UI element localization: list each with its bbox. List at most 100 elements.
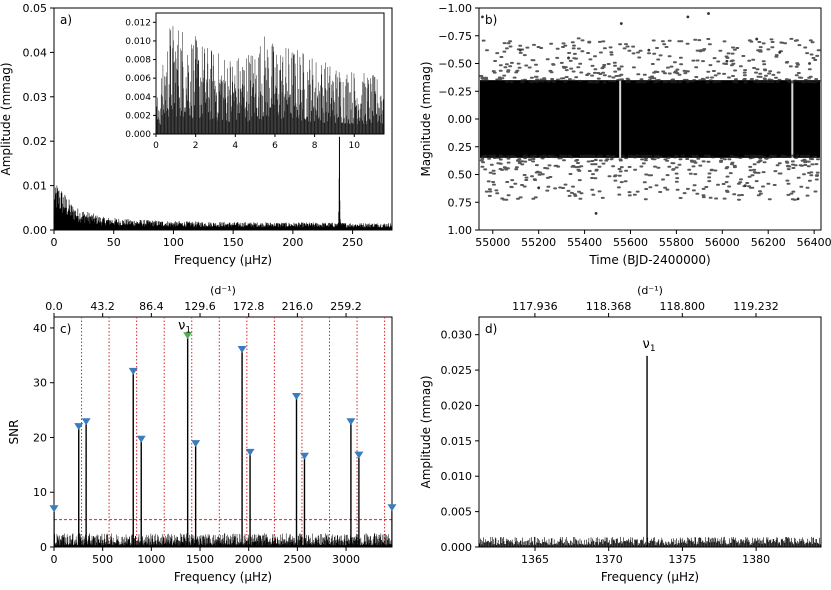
- top-tick-label: 216.0: [282, 300, 314, 313]
- y-tick-label: −0.25: [438, 85, 472, 98]
- x-tick-label: 100: [163, 236, 184, 249]
- panel-label: b): [485, 13, 497, 27]
- x-tick-label: 2000: [235, 553, 263, 566]
- y-tick-label: 0.030: [441, 329, 473, 342]
- y-tick-label: 0.50: [448, 169, 473, 182]
- peak-marker: [245, 448, 255, 456]
- x-axis-label: Time (BJD-2400000): [588, 253, 710, 267]
- lightcurve-outlier: [778, 51, 782, 54]
- panel-c-frame: [53, 316, 393, 548]
- top-tick-label: 0.0: [45, 300, 63, 313]
- x-tick-label: 55400: [567, 236, 602, 249]
- y-tick-label: 0.04: [23, 46, 48, 59]
- panel-label: c): [60, 322, 71, 336]
- lightcurve-outlier: [796, 197, 800, 201]
- nu1-annotation: ν1: [178, 318, 191, 335]
- lightcurve-outlier: [707, 12, 710, 15]
- x-tick-label: 55800: [659, 236, 694, 249]
- lightcurve-scatter: [479, 37, 821, 201]
- inset-x-tick-label: 0: [153, 141, 159, 151]
- y-axis-label: Magnitude (mmag): [419, 61, 433, 176]
- spectrum-line: [53, 171, 393, 230]
- x-tick-label: 1375: [668, 553, 696, 566]
- y-tick-label: 20: [33, 431, 47, 444]
- peak-marker: [291, 393, 301, 401]
- y-tick-label: 40: [33, 322, 47, 335]
- snr-plot: [54, 317, 392, 547]
- peak-marker: [136, 435, 146, 443]
- lightcurve-outlier: [567, 56, 570, 60]
- x-tick-label: 2500: [283, 553, 311, 566]
- lightcurve-outlier: [755, 37, 759, 41]
- top-axis-label: (d⁻¹): [637, 284, 663, 297]
- y-tick-label: −1.00: [438, 2, 472, 15]
- lightcurve-outlier: [808, 62, 811, 65]
- y-tick-label: 0.05: [23, 2, 48, 15]
- y-tick-label: −0.50: [438, 58, 472, 71]
- lightcurve-outlier: [518, 48, 522, 52]
- y-tick-label: 10: [33, 486, 47, 499]
- nu-subscript: 1: [185, 325, 191, 335]
- x-tick-label: 0: [51, 236, 58, 249]
- x-tick-label: 1000: [137, 553, 165, 566]
- data-gap: [791, 80, 794, 158]
- peak-marker: [387, 504, 397, 512]
- top-tick-label: 118.800: [660, 300, 706, 313]
- inset: 0 2 4 6 8 10 0.000 0.002 0.004 0.006 0.008 0.010 0.0…: [125, 12, 385, 151]
- top-tick-label: 172.8: [233, 300, 265, 313]
- x-axis-label: Frequency (µHz): [601, 570, 699, 584]
- top-tick-label: 117.936: [512, 300, 558, 313]
- inset-y-tick-label: 0.010: [125, 37, 151, 47]
- inset-y-tick-label: 0.004: [125, 93, 151, 103]
- inset-x-tick-label: 4: [232, 141, 238, 151]
- lightcurve-outlier: [619, 22, 623, 25]
- peak-marker: [49, 505, 59, 513]
- lightcurve-core-band: [480, 80, 820, 158]
- y-tick-label: 0.020: [441, 399, 473, 412]
- inset-y-tick-label: 0.000: [125, 130, 151, 140]
- peak-marker: [191, 440, 201, 448]
- x-tick-label: 56200: [751, 236, 786, 249]
- x-tick-label: 200: [282, 236, 303, 249]
- inset-spectrum-line: [156, 26, 384, 134]
- lightcurve-outlier: [743, 184, 747, 188]
- inset-x-tick-label: 10: [349, 141, 361, 151]
- x-tick-label: 55200: [521, 236, 556, 249]
- nu1-annotation: ν1: [643, 337, 656, 354]
- y-tick-label: 0.00: [448, 113, 473, 126]
- inset-x-tick-label: 8: [312, 141, 318, 151]
- y-tick-label: 0.015: [441, 435, 473, 448]
- x-tick-label: 55600: [613, 236, 648, 249]
- spectrum-noise: [478, 536, 822, 547]
- y-tick-label: 0.02: [23, 135, 48, 148]
- x-tick-label: 1380: [742, 553, 770, 566]
- nu-subscript: 1: [650, 344, 656, 354]
- x-axis-label: Frequency (µHz): [174, 253, 272, 267]
- top-tick-label: 118.368: [586, 300, 632, 313]
- top-tick-label: 129.6: [184, 300, 216, 313]
- inset-x-tick-label: 6: [272, 141, 278, 151]
- y-tick-label: 0.010: [441, 470, 473, 483]
- y-tick-label: 0.000: [441, 541, 473, 554]
- lightcurve-outlier: [725, 59, 729, 63]
- x-tick-label: 55000: [475, 236, 510, 249]
- peak-marker: [346, 418, 356, 426]
- lightcurve-outlier: [686, 15, 690, 19]
- panel-d: 1365 1370 1375 1380 0.000 0.005 0.010 0.015 0.02…: [419, 284, 822, 584]
- panel-a: 0 50 100 150 200 2500.000.010.020.030.040.05F…: [0, 2, 393, 267]
- inset-y-tick-label: 0.002: [125, 111, 151, 121]
- inset-y-tick-label: 0.008: [125, 56, 151, 66]
- peak-marker: [81, 418, 91, 426]
- x-tick-label: 0: [51, 553, 58, 566]
- y-tick-label: 0.01: [23, 180, 48, 193]
- y-tick-label: 0.005: [441, 506, 473, 519]
- x-tick-label: 56400: [797, 236, 831, 249]
- peak-marker: [354, 451, 364, 459]
- top-tick-label: 43.2: [90, 300, 115, 313]
- y-tick-label: 30: [33, 377, 47, 390]
- x-tick-label: 250: [342, 236, 363, 249]
- top-axis-label: (d⁻¹): [210, 284, 236, 297]
- top-tick-label: 119.232: [733, 300, 779, 313]
- panel-label: d): [485, 322, 497, 336]
